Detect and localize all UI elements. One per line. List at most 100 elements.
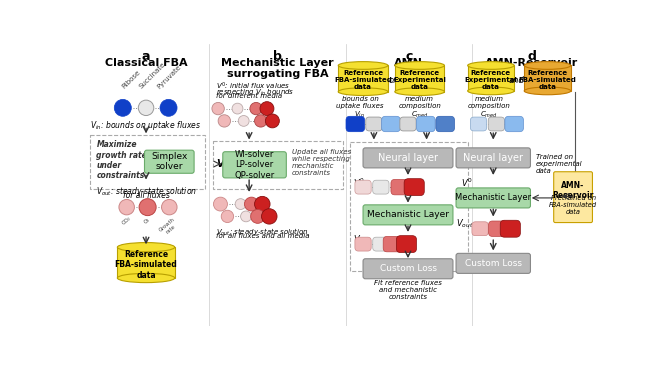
Ellipse shape — [338, 88, 388, 96]
Text: $V_{out}$: steady-state solution: $V_{out}$: steady-state solution — [96, 185, 197, 198]
FancyBboxPatch shape — [366, 117, 382, 131]
Text: Mechanistic Layer: Mechanistic Layer — [367, 210, 449, 219]
Text: V: V — [216, 159, 224, 169]
Circle shape — [119, 199, 135, 215]
Text: $V^0$: $V^0$ — [353, 176, 365, 189]
Text: AMN-Reservoir: AMN-Reservoir — [485, 58, 579, 68]
Ellipse shape — [524, 87, 571, 95]
Text: AMN: AMN — [394, 58, 423, 68]
Text: Update all fluxes
while respecting
mechanistic
constraints: Update all fluxes while respecting mecha… — [292, 149, 351, 176]
Text: Succinate: Succinate — [139, 61, 167, 90]
Text: Classical FBA: Classical FBA — [105, 58, 187, 68]
Bar — [90, 135, 205, 189]
Ellipse shape — [468, 61, 514, 69]
FancyBboxPatch shape — [346, 116, 364, 132]
Bar — [350, 142, 469, 271]
Text: Mechanistic Layer
surrogating FBA: Mechanistic Layer surrogating FBA — [222, 58, 334, 79]
Text: $V_{out}$: $V_{out}$ — [353, 233, 370, 246]
Text: Reference
FBA-simulated
data: Reference FBA-simulated data — [115, 250, 178, 280]
FancyBboxPatch shape — [488, 117, 504, 131]
Text: d: d — [527, 50, 537, 63]
Text: or: or — [388, 76, 397, 85]
Text: CO₂: CO₂ — [121, 216, 132, 226]
FancyBboxPatch shape — [554, 172, 593, 223]
FancyBboxPatch shape — [381, 116, 400, 132]
FancyBboxPatch shape — [524, 66, 571, 91]
FancyBboxPatch shape — [355, 180, 371, 194]
Text: Growth
rate: Growth rate — [158, 216, 180, 237]
Circle shape — [218, 115, 230, 127]
Text: for all fluxes and all media: for all fluxes and all media — [216, 234, 310, 239]
Text: $V_{out}$: steady-state solution: $V_{out}$: steady-state solution — [216, 227, 309, 238]
Ellipse shape — [338, 61, 388, 69]
Text: medium
composition
$C_{med}$: medium composition $C_{med}$ — [468, 96, 511, 120]
FancyBboxPatch shape — [117, 247, 175, 278]
Text: bounds on
uptake fluxes
$V_{in}$: bounds on uptake fluxes $V_{in}$ — [336, 96, 383, 120]
FancyBboxPatch shape — [338, 66, 388, 92]
Circle shape — [160, 99, 177, 116]
Text: Reference
Experimental
data: Reference Experimental data — [393, 70, 446, 90]
Text: Reference
FBA-simulated
data: Reference FBA-simulated data — [519, 70, 576, 90]
FancyBboxPatch shape — [456, 188, 531, 208]
Circle shape — [250, 102, 262, 115]
Ellipse shape — [117, 243, 175, 252]
FancyBboxPatch shape — [488, 221, 507, 236]
Text: Trained on
experimental
data: Trained on experimental data — [536, 154, 583, 174]
Ellipse shape — [395, 88, 444, 96]
FancyBboxPatch shape — [363, 148, 453, 168]
FancyBboxPatch shape — [383, 236, 402, 252]
FancyBboxPatch shape — [404, 179, 424, 195]
Ellipse shape — [524, 61, 571, 69]
Circle shape — [261, 209, 277, 224]
Circle shape — [232, 103, 243, 114]
Text: Neural layer: Neural layer — [463, 153, 523, 163]
Text: Ribose: Ribose — [121, 70, 142, 90]
FancyBboxPatch shape — [145, 150, 194, 173]
Text: Pretrained on
FBA-simulated
data: Pretrained on FBA-simulated data — [549, 195, 597, 215]
Text: Simplex
solver: Simplex solver — [151, 152, 187, 171]
Text: Neural layer: Neural layer — [378, 153, 438, 163]
FancyBboxPatch shape — [472, 222, 488, 236]
Circle shape — [251, 209, 265, 223]
Circle shape — [162, 199, 177, 215]
Text: O₂: O₂ — [143, 216, 151, 224]
FancyBboxPatch shape — [456, 253, 531, 273]
Text: and: and — [509, 76, 525, 85]
Text: b: b — [273, 50, 282, 63]
Text: medium
composition
$C_{med}$: medium composition $C_{med}$ — [398, 96, 441, 120]
Circle shape — [213, 197, 228, 211]
Text: AMN-
Reservoir: AMN- Reservoir — [552, 181, 594, 200]
Circle shape — [265, 114, 279, 128]
Circle shape — [255, 115, 267, 127]
Circle shape — [114, 99, 131, 116]
FancyBboxPatch shape — [456, 148, 531, 168]
Circle shape — [212, 102, 224, 115]
Text: Reference
FBA-simulated
data: Reference FBA-simulated data — [334, 70, 392, 90]
Bar — [213, 141, 343, 189]
FancyBboxPatch shape — [391, 179, 410, 195]
FancyBboxPatch shape — [363, 259, 453, 279]
FancyBboxPatch shape — [363, 205, 453, 225]
FancyBboxPatch shape — [355, 237, 371, 251]
Text: c: c — [405, 50, 412, 63]
FancyBboxPatch shape — [505, 116, 523, 132]
Circle shape — [238, 116, 249, 126]
Text: Custom Loss: Custom Loss — [465, 259, 522, 268]
FancyBboxPatch shape — [468, 66, 514, 91]
Text: Maximize
growth rate
under
constraints: Maximize growth rate under constraints — [96, 140, 147, 180]
FancyBboxPatch shape — [471, 117, 486, 131]
FancyBboxPatch shape — [397, 236, 416, 253]
Text: for different media: for different media — [216, 93, 282, 99]
Text: Pyruvate: Pyruvate — [156, 64, 182, 90]
Text: for all fluxes: for all fluxes — [123, 191, 170, 200]
Text: Fit reference fluxes
and mechanistic
constraints: Fit reference fluxes and mechanistic con… — [374, 280, 442, 299]
Text: a: a — [142, 50, 150, 63]
FancyBboxPatch shape — [500, 220, 520, 237]
Text: $V^0$: initial flux values: $V^0$: initial flux values — [216, 81, 290, 92]
Text: respecting $V_{in}$ bounds: respecting $V_{in}$ bounds — [216, 87, 294, 98]
Text: Custom Loss: Custom Loss — [379, 264, 436, 273]
FancyBboxPatch shape — [373, 180, 389, 194]
FancyBboxPatch shape — [395, 66, 444, 92]
Circle shape — [260, 102, 274, 116]
FancyBboxPatch shape — [373, 237, 389, 251]
